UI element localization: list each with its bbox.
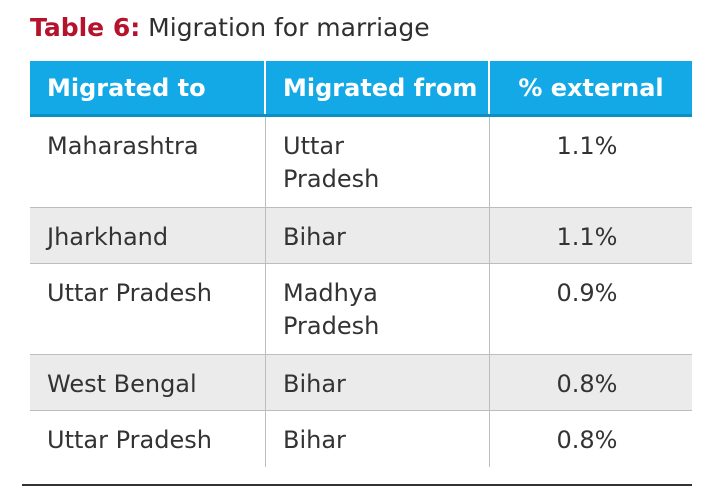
cell-from-line2: Pradesh — [283, 312, 380, 340]
cell-percent-external: 1.1% — [556, 223, 618, 251]
header-migrated-from: Migrated from — [266, 61, 490, 114]
cell-percent-external: 0.8% — [556, 370, 618, 398]
header-percent-external: % external — [518, 73, 664, 102]
cell-migrated-from: Bihar — [266, 355, 490, 410]
cell-migrated-to: West Bengal — [30, 355, 266, 410]
cell-percent-external: 0.9% — [556, 279, 618, 307]
header-migrated-to: Migrated to — [30, 61, 266, 114]
bottom-divider — [22, 484, 692, 486]
table-number: Table 6: — [30, 13, 141, 42]
table-row: Uttar Pradesh Bihar 0.8% — [30, 411, 692, 467]
table-row: West Bengal Bihar 0.8% — [30, 355, 692, 411]
table-row: Maharashtra Uttar Pradesh 1.1% — [30, 117, 692, 208]
cell-from-line1: Uttar — [283, 132, 344, 160]
cell-from-line2: Pradesh — [283, 165, 380, 193]
cell-migrated-to: Maharashtra — [30, 117, 266, 207]
cell-migrated-from: Bihar — [266, 208, 490, 263]
cell-migrated-from: Madhya Pradesh — [266, 264, 490, 354]
cell-migrated-from: Bihar — [266, 411, 490, 467]
table-row: Uttar Pradesh Madhya Pradesh 0.9% — [30, 264, 692, 355]
migration-table: Migrated to Migrated from % external Mah… — [30, 61, 692, 467]
cell-migrated-from: Uttar Pradesh — [266, 117, 490, 207]
table-caption: Migration for marriage — [148, 13, 430, 42]
cell-percent-external: 0.8% — [556, 426, 618, 454]
table-header-row: Migrated to Migrated from % external — [30, 61, 692, 117]
cell-percent-external: 1.1% — [556, 132, 618, 160]
cell-migrated-to: Jharkhand — [30, 208, 266, 263]
cell-from-line1: Madhya — [283, 279, 378, 307]
cell-migrated-to: Uttar Pradesh — [30, 411, 266, 467]
table-row: Jharkhand Bihar 1.1% — [30, 208, 692, 264]
table-title: Table 6: Migration for marriage — [30, 12, 430, 44]
cell-migrated-to: Uttar Pradesh — [30, 264, 266, 354]
